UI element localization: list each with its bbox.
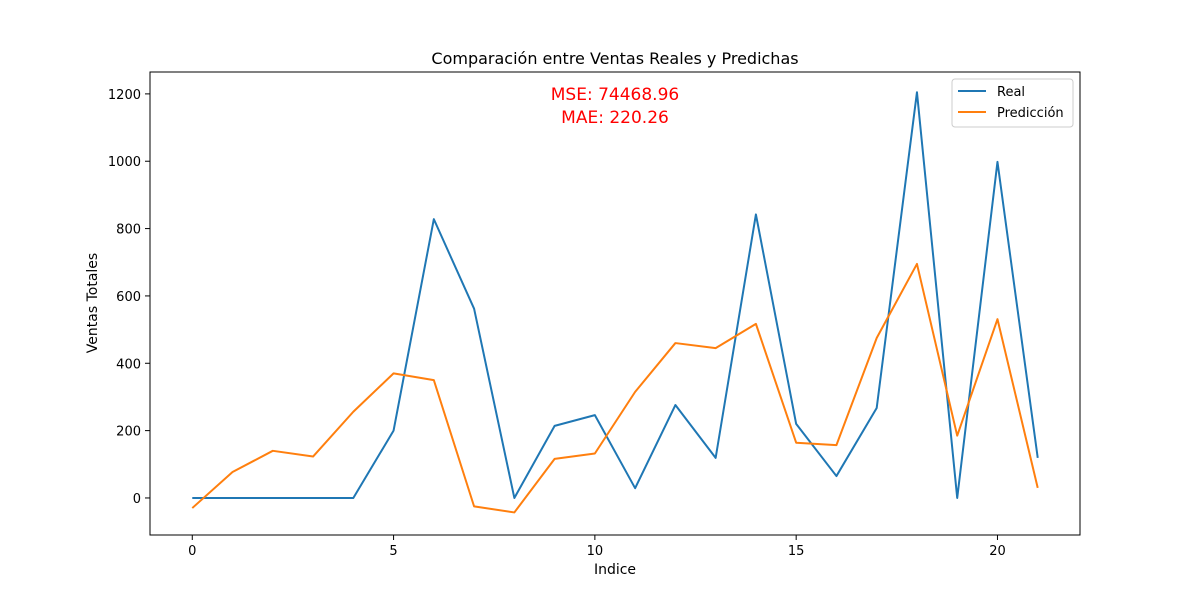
mae-annotation: MAE: 220.26	[561, 108, 669, 128]
series-line-1	[191, 262, 1039, 514]
y-tick-label: 0	[133, 492, 141, 507]
legend-label-1: Predicción	[997, 106, 1064, 121]
chart-title: Comparación entre Ventas Reales y Predic…	[431, 49, 798, 68]
y-tick-label: 600	[116, 290, 141, 305]
legend: Real Predicción	[951, 78, 1074, 128]
x-tick-label: 15	[788, 544, 805, 559]
y-tick-label: 800	[116, 223, 141, 238]
y-tick-label: 400	[116, 357, 141, 372]
x-tick-label: 5	[389, 544, 397, 559]
mse-annotation: MSE: 74468.96	[551, 85, 679, 105]
axes-frame	[149, 71, 1081, 536]
y-tick-label: 1200	[108, 88, 141, 103]
x-tick-label: 0	[188, 544, 196, 559]
x-tick-label: 20	[989, 544, 1006, 559]
x-tick-label: 10	[587, 544, 604, 559]
x-axis-label: Indice	[594, 562, 636, 578]
series-line-0	[192, 91, 1039, 499]
legend-label-0: Real	[997, 85, 1025, 100]
y-axis-label: Ventas Totales	[85, 253, 101, 353]
y-tick-label: 200	[116, 425, 141, 440]
y-tick-label: 1000	[108, 155, 141, 170]
